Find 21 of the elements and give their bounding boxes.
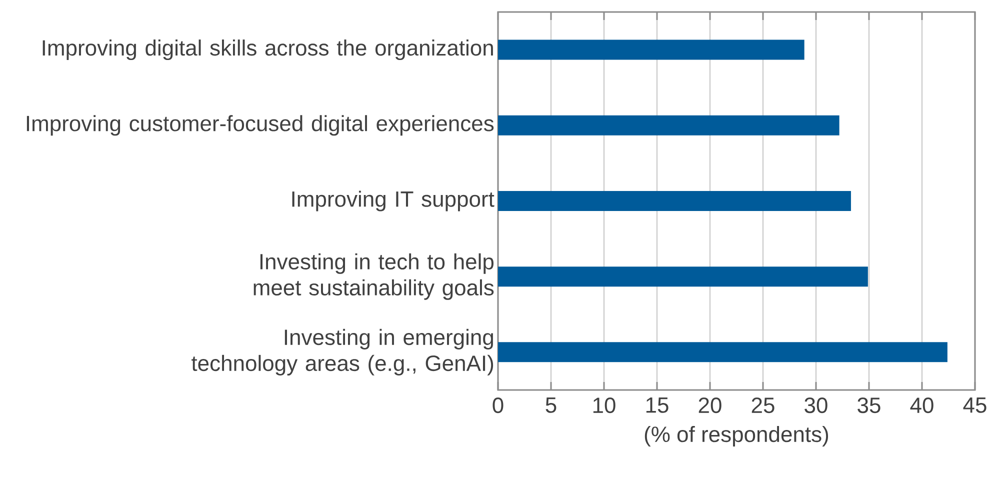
bar [498,342,948,362]
y-tick-label: Improving customer-focused digital experiences [26,115,494,136]
x-axis-title: (% of respondents) [644,426,828,446]
y-tick-label: Improving IT support [292,190,494,212]
y-tick-label: Investing in tech to help meet sustainability goals [254,253,494,300]
x-tick-label: 40 [910,398,934,414]
x-tick-label: 25 [752,398,774,414]
x-tick-label: 35 [858,398,880,414]
bar [498,190,851,211]
y-tick-label: Investing in emerging technology areas (e.g., GenAI) [192,328,494,376]
x-tick-label: 0 [492,398,504,414]
bar [498,40,804,60]
x-tick-label: 20 [698,398,722,414]
x-tick-label: 45 [963,398,986,413]
x-tick-label: 5 [546,398,556,413]
bar [498,266,868,287]
x-tick-label: 10 [593,398,616,414]
x-tick-label: 30 [804,398,828,414]
x-tick-label: 15 [646,398,668,413]
bar [498,115,840,136]
y-tick-label: Improving digital skills across the organization [42,40,493,60]
